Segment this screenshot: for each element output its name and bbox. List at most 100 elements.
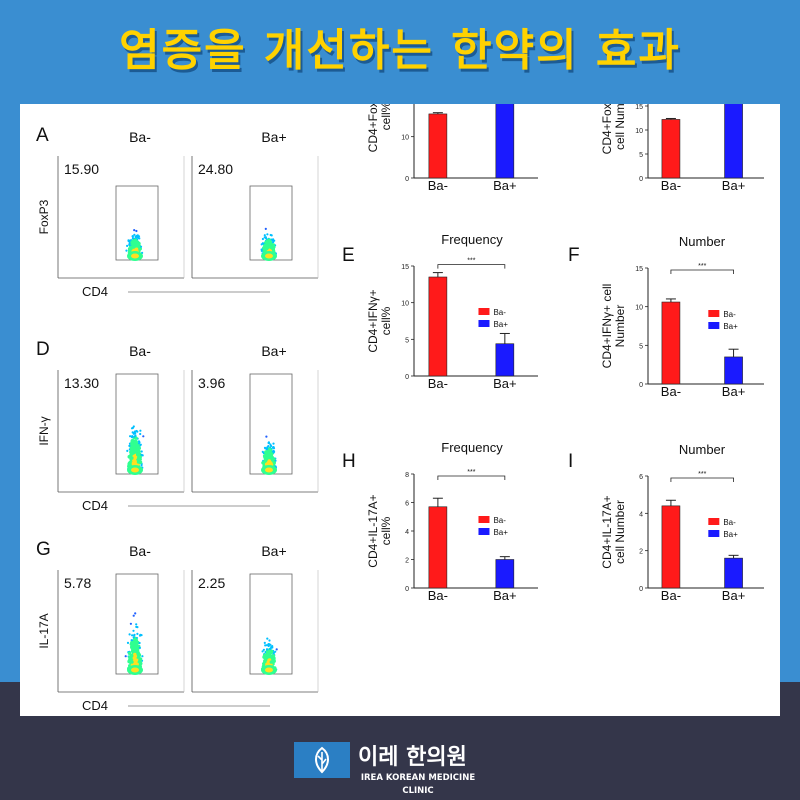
flow-y-label: IFN-γ [37,416,51,445]
chart-title: Frequency [441,440,503,455]
flow-event-dot [268,643,271,646]
flow-event-dot [127,455,131,459]
flow-density-peak [265,253,273,259]
flow-event-dot [269,660,273,664]
flow-event-dot [130,427,134,430]
chart-significance-label: *** [698,471,706,478]
flow-event-dot [135,429,138,433]
chart-legend-label: Ba+ [671,104,686,105]
chart-y-label: CD4+IL-17A+ [366,494,380,567]
chart-legend-swatch [708,310,720,317]
chart-category-label: Ba+ [722,384,746,399]
panel-letter: G [36,539,51,560]
chart-legend-label: Ba+ [723,530,738,539]
flow-event-dot [266,648,269,651]
chart-y-tick-label: 15 [635,266,643,273]
flow-event-dot [127,239,130,243]
chart-letter: H [342,451,356,472]
flow-event-dot [132,432,135,435]
flow-percent: 2.25 [198,575,225,591]
chart-y-label: cell Number [613,104,627,150]
chart-y-label: CD4+FoxP3+ [600,104,614,154]
flow-event-dot [132,629,135,632]
flow-event-dot [135,646,140,651]
chart-legend-label: Ba+ [493,320,508,329]
page-title: 염증을 개선하는 한약의 효과 [119,25,681,76]
chart-y-tick-label: 10 [635,305,643,312]
flow-event-dot [130,641,134,645]
chart-y-label: Number [613,305,627,348]
flow-event-dot [261,450,264,453]
flow-event-dot [268,639,271,642]
chart-bar [428,506,448,589]
chart-y-tick-label: 10 [401,135,409,142]
chart-y-tick-label: 0 [639,382,643,389]
chart-category-label: Ba+ [722,588,746,603]
flow-event-dot [137,457,141,461]
chart-y-tick-label: 5 [639,152,643,159]
flow-event-dot [131,634,134,637]
flow-event-dot [272,461,276,465]
flow-density-peak [265,667,273,673]
flow-event-dot [261,237,264,241]
chart-y-tick-label: 2 [405,558,409,565]
chart-legend-label: Ba- [723,518,736,527]
chart-significance-label: *** [467,469,475,476]
flow-event-dot [141,655,144,658]
flow-group-label: Ba+ [261,129,286,145]
chart-bar [661,119,681,179]
chart-category-label: Ba+ [493,376,516,391]
chart-legend-label: Ba- [723,310,736,319]
leaf-logo-icon [294,742,350,778]
chart-y-tick-label: 10 [401,301,409,308]
flow-event-dot [129,622,132,625]
flow-event-dot [131,646,135,650]
flow-event-dot [137,449,141,454]
flow-event-dot [130,445,134,450]
chart-y-tick-label: 6 [639,474,643,481]
flow-event-dot [129,435,132,438]
flow-event-dot [127,651,132,655]
flow-event-dot [134,440,138,444]
flow-event-dot [273,239,276,242]
flow-event-dot [260,248,263,251]
chart-category-label: Ba+ [722,178,746,193]
chart-y-tick-label: 10 [635,128,643,135]
flow-event-dot [131,245,135,249]
flow-event-dot [264,236,267,239]
chart-bar [495,559,515,589]
chart-y-tick-label: 15 [635,104,643,111]
flow-density-peak [131,667,139,673]
flow-event-dot [268,654,272,658]
flow-event-dot [265,435,268,438]
chart-significance-label: *** [698,263,706,270]
chart-legend-swatch [478,516,490,523]
flow-event-dot [139,432,142,436]
chart-bar [495,343,515,377]
flow-percent: 24.80 [198,161,233,177]
chart-legend-label: Ba+ [723,322,738,331]
chart-legend-swatch [478,528,490,535]
flow-event-dot [263,653,267,657]
flow-group-label: Ba- [129,129,151,145]
flow-event-dot [264,644,267,647]
flow-event-dot [132,425,135,428]
flow-event-dot [135,623,138,626]
flow-event-dot [131,237,134,240]
chart-category-label: Ba- [428,588,448,603]
chart-y-label: CD4+IFNγ+ [366,289,380,352]
flow-event-dot [261,242,264,245]
chart-title: Frequency [441,232,503,247]
flow-density-peak [131,253,139,259]
panel-letter: A [36,125,49,146]
panel-letter: D [36,339,50,360]
chart-letter: F [568,245,580,266]
flow-percent: 15.90 [64,161,99,177]
clinic-subtitle-line1: IREA KOREAN MEDICINE [360,773,476,783]
flow-event-dot [265,451,269,455]
chart-category-label: Ba- [661,178,681,193]
chart-y-label: CD4+IL-17A+ [600,495,614,568]
chart-y-tick-label: 0 [405,374,409,381]
flow-event-dot [275,648,278,651]
flow-event-dot [134,612,137,615]
